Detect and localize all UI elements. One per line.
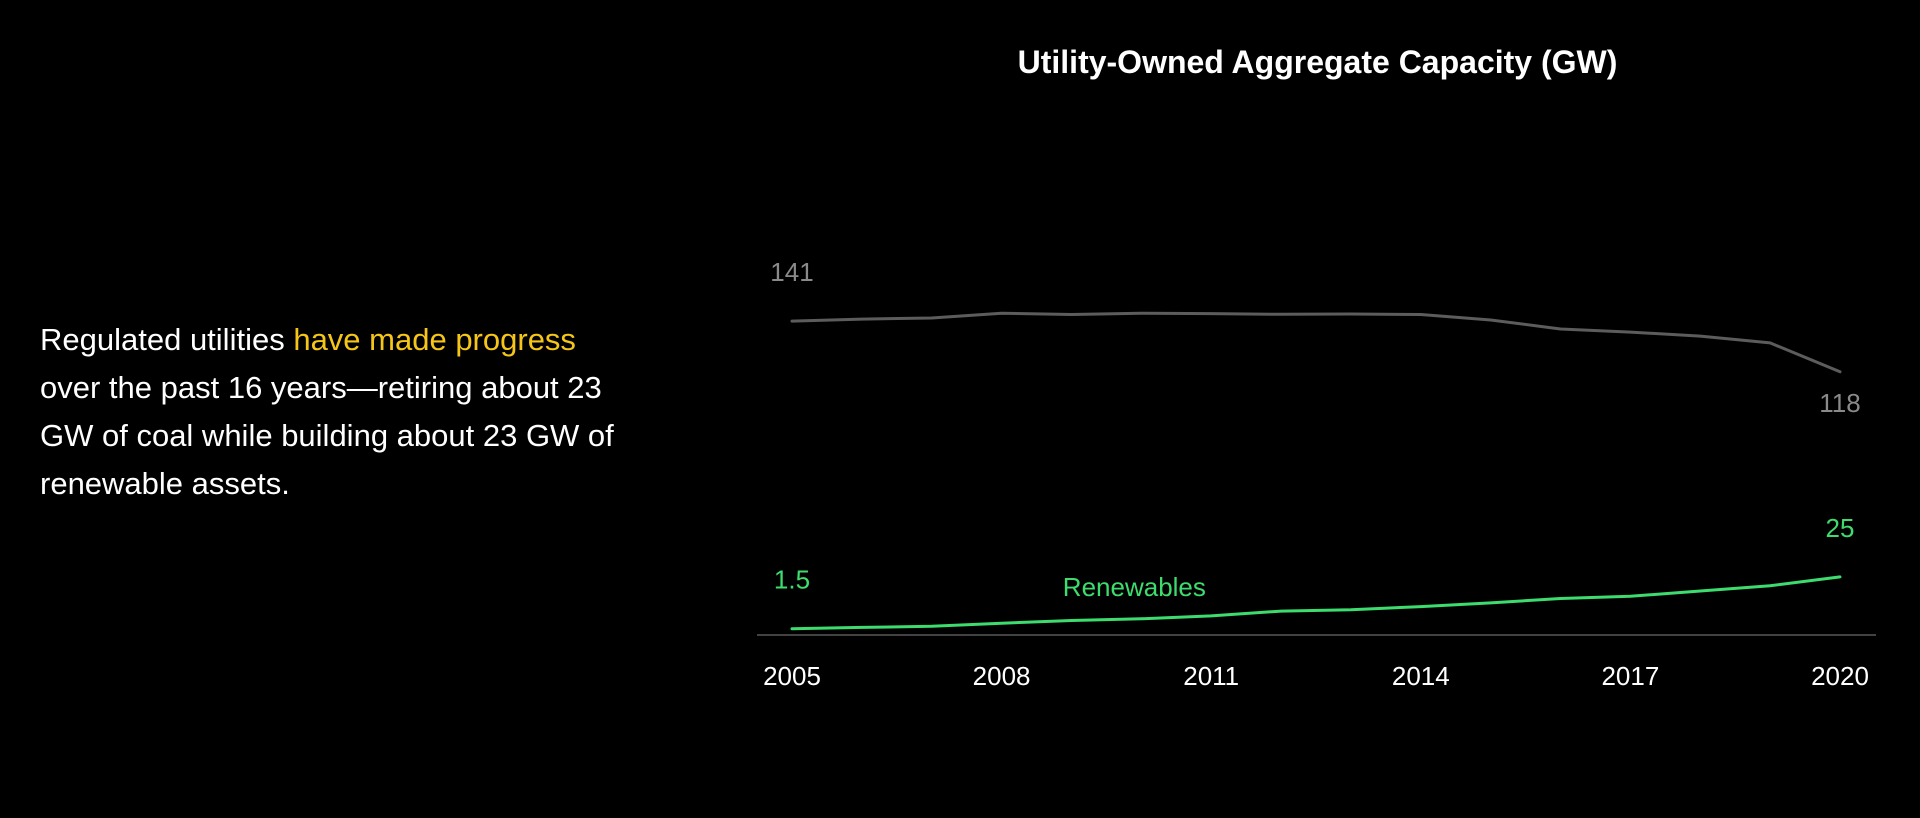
headline-text: Regulated utilities have made progress o… (40, 316, 640, 508)
renewables-start-label: 1.5 (774, 565, 810, 595)
x-tick-label: 2014 (1392, 661, 1450, 691)
coal-series-line (790, 311, 1842, 374)
x-tick-label: 2011 (1183, 661, 1239, 691)
coal-start-label: 141 (770, 257, 813, 287)
coal-end-label: 118 (1819, 388, 1860, 418)
headline-after: over the past 16 years—retiring about 23… (40, 370, 614, 501)
headline-before: Regulated utilities (40, 322, 294, 357)
renewables-series-line (790, 575, 1842, 631)
headline-highlight: have made progress (293, 322, 576, 357)
x-tick-label: 2017 (1601, 661, 1659, 691)
renewables-end-label: 25 (1826, 513, 1855, 543)
chart-title: Utility-Owned Aggregate Capacity (GW) (1017, 44, 1618, 80)
x-tick-label: 2020 (1811, 661, 1869, 691)
renewables-series-label: Renewables (1063, 572, 1206, 602)
x-tick-label: 2005 (763, 661, 821, 691)
x-tick-label: 2008 (973, 661, 1031, 691)
